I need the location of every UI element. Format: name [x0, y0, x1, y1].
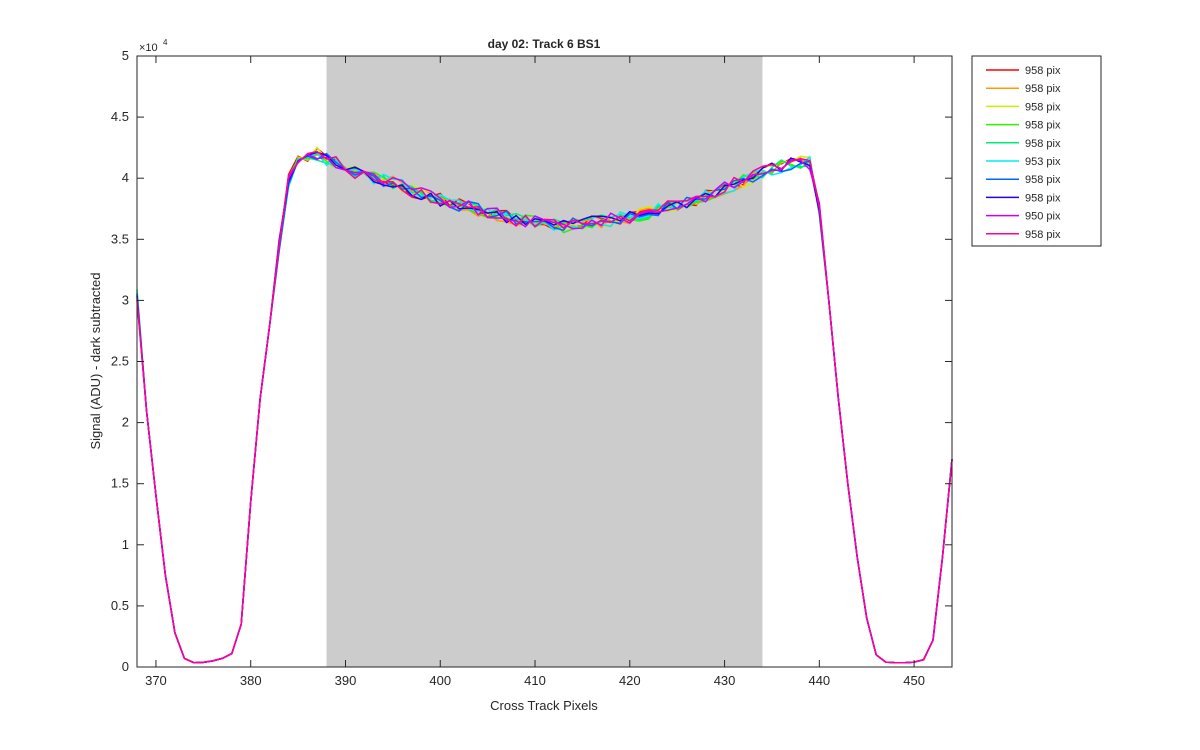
x-tick-label: 370 [145, 673, 167, 688]
legend-label: 953 pix [1025, 156, 1061, 168]
y-tick-label: 3.5 [111, 231, 129, 246]
legend-label: 958 pix [1025, 83, 1061, 95]
x-tick-label: 400 [429, 673, 451, 688]
y-tick-label: 0 [122, 659, 129, 674]
y-tick-label: 1.5 [111, 476, 129, 491]
x-tick-label: 430 [714, 673, 736, 688]
y-axis-label: Signal (ADU) - dark subtracted [88, 272, 103, 449]
x-tick-label: 440 [808, 673, 830, 688]
y-tick-label: 4.5 [111, 109, 129, 124]
x-axis: 370 380 390 400 410 420 430 440 450 [145, 56, 925, 688]
legend-label: 958 pix [1025, 192, 1061, 204]
y-exponent: ×10 4 [139, 38, 168, 54]
x-tick-label: 380 [240, 673, 262, 688]
x-tick-label: 390 [335, 673, 357, 688]
series-line-10 [136, 150, 953, 664]
legend-items: 958 pix 958 pix 958 pix 958 pix 958 pix 953 p… [986, 65, 1061, 241]
legend-label: 950 pix [1025, 211, 1061, 223]
y-tick-label: 4 [122, 170, 129, 185]
legend: 958 pix 958 pix 958 pix 958 pix 958 pix 953 p… [971, 55, 1102, 247]
y-exponent-power: 4 [163, 38, 168, 47]
y-tick-label: 1 [122, 537, 129, 552]
legend-label: 958 pix [1025, 174, 1061, 186]
legend-label: 958 pix [1025, 138, 1061, 150]
legend-label: 958 pix [1025, 120, 1061, 132]
y-tick-label: 0.5 [111, 598, 129, 613]
x-tick-label: 420 [619, 673, 641, 688]
y-tick-label: 5 [122, 48, 129, 63]
chart-title: day 02: Track 6 BS1 [488, 37, 601, 51]
shaded-region [326, 56, 763, 667]
y-axis: 0 0.5 1 1.5 2 2.5 3 3.5 4 4.5 5 [111, 48, 952, 674]
series-layer [136, 146, 953, 664]
x-tick-label: 410 [524, 673, 546, 688]
y-tick-label: 2 [122, 415, 129, 430]
y-tick-label: 3 [122, 292, 129, 307]
legend-label: 958 pix [1025, 229, 1061, 241]
x-tick-label: 450 [903, 673, 925, 688]
x-axis-label: Cross Track Pixels [490, 698, 598, 713]
legend-label: 958 pix [1025, 65, 1061, 77]
legend-label: 958 pix [1025, 101, 1061, 113]
y-exponent-base: ×10 [139, 42, 158, 54]
plot-area: 370 380 390 400 410 420 430 440 450 0 0.5 1 1.5 2 2.5… [111, 48, 953, 688]
y-tick-label: 2.5 [111, 354, 129, 369]
